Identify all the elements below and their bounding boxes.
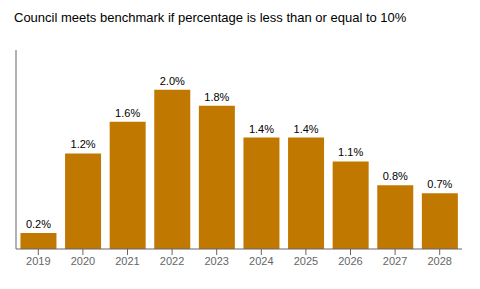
svg-text:2020: 2020 (71, 255, 95, 267)
svg-text:2.0%: 2.0% (160, 75, 185, 87)
svg-text:2022: 2022 (160, 255, 184, 267)
svg-text:1.4%: 1.4% (294, 123, 319, 135)
svg-text:2024: 2024 (249, 255, 273, 267)
html-text:Council meets benchmark if per: Council meets benchmark if percentage is… (14, 10, 407, 25)
svg-text:0.7%: 0.7% (427, 178, 452, 190)
svg-text:2026: 2026 (338, 255, 362, 267)
svg-text:2019: 2019 (26, 255, 50, 267)
svg-text:0.2%: 0.2% (26, 218, 51, 230)
svg-text:2028: 2028 (427, 255, 451, 267)
svg-text:2023: 2023 (204, 255, 228, 267)
svg-text:1.6%: 1.6% (115, 107, 140, 119)
svg-text:0.8%: 0.8% (383, 170, 408, 182)
svg-text:1.2%: 1.2% (71, 138, 96, 150)
svg-text:1.4%: 1.4% (249, 123, 274, 135)
svg-text:2027: 2027 (383, 255, 407, 267)
svg-text:2025: 2025 (294, 255, 318, 267)
svg-text:1.8%: 1.8% (204, 91, 229, 103)
svg-text:1.1%: 1.1% (338, 146, 363, 158)
svg-text:2021: 2021 (115, 255, 139, 267)
